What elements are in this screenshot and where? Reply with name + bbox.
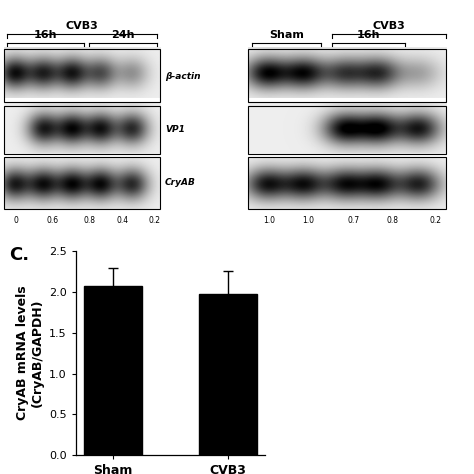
Bar: [200, 293, 257, 455]
Text: 0.2: 0.2: [429, 216, 441, 225]
Bar: [84, 286, 142, 455]
Y-axis label: CryAB mRNA levels
(CryAB/GAPDH): CryAB mRNA levels (CryAB/GAPDH): [16, 286, 44, 420]
Text: 0.8: 0.8: [83, 216, 95, 225]
Text: CVB3: CVB3: [373, 21, 405, 31]
Bar: [4, 157, 160, 209]
Text: 0.4: 0.4: [116, 216, 128, 225]
Text: 0: 0: [14, 216, 19, 225]
Text: 0.2: 0.2: [149, 216, 161, 225]
Text: 0.8: 0.8: [386, 216, 398, 225]
Bar: [248, 106, 446, 154]
Bar: [4, 106, 160, 154]
Bar: [248, 49, 446, 102]
Text: 16h: 16h: [34, 30, 57, 40]
Text: CVB3: CVB3: [66, 21, 99, 31]
Text: 1.0: 1.0: [302, 216, 314, 225]
Text: CryAB: CryAB: [165, 179, 196, 187]
Text: C.: C.: [9, 246, 29, 264]
Text: 24h: 24h: [111, 30, 135, 40]
Bar: [4, 49, 160, 102]
Text: 1.0: 1.0: [264, 216, 275, 225]
Text: β-actin: β-actin: [165, 73, 201, 81]
Text: 16h: 16h: [356, 30, 380, 40]
Text: Sham: Sham: [269, 30, 304, 40]
Text: VP1: VP1: [165, 126, 185, 134]
Text: 0.7: 0.7: [347, 216, 359, 225]
Bar: [248, 157, 446, 209]
Text: 0.6: 0.6: [47, 216, 59, 225]
